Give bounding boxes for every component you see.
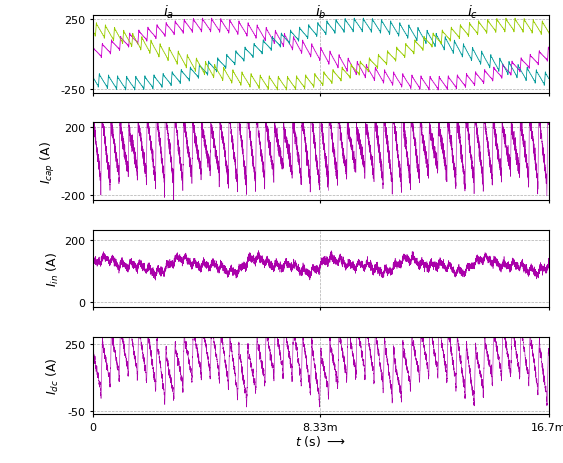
Text: $i_c$: $i_c$	[467, 4, 479, 21]
Y-axis label: $I_{in}$ (A): $I_{in}$ (A)	[45, 251, 61, 286]
Text: $i_a$: $i_a$	[163, 4, 175, 21]
Y-axis label: $I_{cap}$ (A): $I_{cap}$ (A)	[39, 140, 57, 183]
X-axis label: $t$ (s) $\longrightarrow$: $t$ (s) $\longrightarrow$	[296, 433, 346, 448]
Y-axis label: $I_{dc}$ (A): $I_{dc}$ (A)	[45, 357, 61, 394]
Text: $i_b$: $i_b$	[315, 4, 327, 21]
